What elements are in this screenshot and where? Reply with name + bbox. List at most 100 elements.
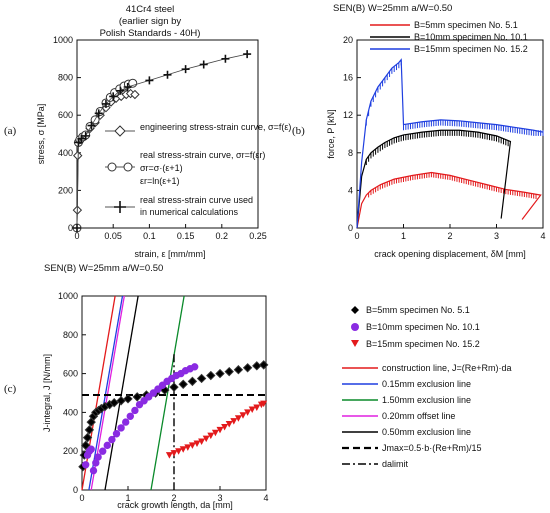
y-tick-label: 200: [58, 185, 73, 195]
y-tick-label: 4: [348, 185, 353, 195]
data-point-c-triangle: [248, 406, 256, 413]
data-point-c-triangle: [244, 409, 252, 416]
data-point-c-circle: [117, 424, 125, 432]
x-tick-label: 3: [217, 493, 222, 503]
data-point-c-triangle: [188, 442, 196, 449]
data-point-c-diamond: [109, 397, 119, 408]
data-point-a-plus: [73, 224, 81, 232]
data-point-c-circle: [81, 461, 90, 469]
data-point-c-circle: [140, 397, 148, 405]
legend-c-line-label-5: 0.50mm exclusion line: [382, 427, 471, 437]
x-tick-label: 4: [263, 493, 268, 503]
y-tick-label: 12: [343, 110, 353, 120]
legend-c-diamond-icon: [351, 306, 359, 314]
chart-b-xlabel: crack opening displacement, δM [mm]: [374, 249, 526, 259]
chart-a-ylabel: stress, σ [MPa]: [36, 104, 46, 165]
data-point-c-circle: [94, 453, 102, 461]
chart-a-xlabel: strain, ε [mm/mm]: [134, 249, 205, 259]
y-tick-label: 0: [348, 223, 353, 233]
data-point-c-diamond: [116, 396, 126, 406]
data-point-a-plus: [109, 92, 118, 101]
legend-a-diamond-icon: [114, 125, 126, 137]
data-point-c-diamond: [82, 432, 93, 443]
data-point-c-circle: [135, 400, 144, 409]
x-tick-label: 1: [401, 231, 406, 241]
data-point-c-diamond: [233, 365, 244, 375]
data-point-c-diamond: [258, 360, 269, 370]
data-point-a-plus: [87, 121, 96, 130]
data-point-c-triangle: [170, 450, 178, 457]
data-point-c-circle: [126, 412, 135, 420]
x-tick-label: 4: [540, 231, 545, 241]
y-tick-label: 0: [73, 485, 78, 495]
data-point-a-plus: [181, 65, 190, 74]
data-point-c-circle: [122, 418, 130, 426]
data-point-a-diamond: [73, 150, 83, 161]
data-point-c-circle: [89, 466, 98, 475]
data-point-c-circle: [149, 389, 158, 397]
data-point-a-plus: [199, 60, 208, 69]
panel-label-b: (b): [292, 125, 305, 137]
series-line-a-3: [76, 53, 248, 229]
panel-label-a: (a): [4, 125, 17, 137]
legend-b-label-2: B=10mm specimen No. 10.1: [414, 32, 528, 42]
chart-c-ticks: 0 1 2 3 4 0 200 400 600 800 1000: [58, 291, 269, 503]
data-point-c-diamond: [123, 394, 133, 404]
y-tick-label: 600: [58, 110, 73, 120]
data-point-c-circle: [131, 406, 139, 415]
y-tick-label: 0: [68, 223, 73, 233]
x-tick-label: 2: [171, 493, 176, 503]
data-point-c-triangle: [165, 452, 173, 459]
data-point-a-diamond: [130, 89, 140, 100]
legend-c-line-label-2: 0.15mm exclusion line: [382, 379, 471, 389]
data-point-c-diamond: [84, 425, 95, 435]
panel-label-c: (c): [4, 383, 17, 395]
x-tick-label: 0.05: [104, 231, 122, 241]
legend-a-label-4: εr=ln(ε+1): [140, 176, 180, 186]
chart-b-ylabel: force, P [kN]: [326, 109, 336, 158]
y-tick-label: 1000: [53, 35, 73, 45]
legend-a-label-5b: in numerical calculations: [140, 207, 239, 217]
data-point-c-diamond: [252, 361, 262, 371]
legend-c-line-label-6: Jmax=0.5·b·(Re+Rm)/15: [382, 443, 482, 453]
chart-a-marks: [72, 50, 252, 233]
legend-c-triangle-icon: [351, 340, 359, 347]
data-point-c-triangle: [221, 423, 229, 431]
data-point-a-plus: [243, 50, 252, 59]
data-point-c-circle: [145, 393, 153, 401]
data-point-a-plus: [116, 86, 125, 95]
data-point-c-circle: [87, 445, 95, 453]
data-point-c-triangle: [211, 429, 219, 437]
chart-c-marks: [78, 295, 269, 491]
force-curve-3: [356, 58, 544, 229]
data-point-a-plus: [77, 134, 86, 143]
data-point-c-diamond: [178, 379, 188, 389]
legend-a-label-5a: real stress-strain curve used: [140, 195, 253, 205]
legend-a-circle-icon-2: [123, 162, 133, 172]
legend-a-circle-icon: [107, 162, 117, 172]
data-point-c-triangle: [207, 432, 215, 440]
y-tick-label: 600: [63, 369, 78, 379]
y-tick-label: 1000: [58, 291, 78, 301]
data-point-a-plus: [123, 83, 132, 91]
data-point-c-triangle: [216, 426, 224, 434]
data-point-c-diamond: [224, 366, 234, 377]
x-tick-label: 0.25: [249, 231, 267, 241]
legend-c-marker-label-2: B=10mm specimen No. 10.1: [366, 322, 480, 332]
chart-b-marks: [356, 58, 544, 229]
x-tick-label: 0: [354, 231, 359, 241]
data-point-c-circle: [103, 441, 112, 450]
legend-a-label-3: σr=σ·(ε+1): [140, 163, 183, 173]
chart-b-title: SEN(B) W=25mm a/W=0.50: [333, 3, 452, 14]
data-point-a-plus: [163, 70, 172, 79]
y-tick-label: 8: [348, 148, 353, 158]
chart-c-xlabel: crack growth length, da [mm]: [117, 500, 233, 510]
x-tick-label: 0: [74, 231, 79, 241]
data-point-c-triangle: [175, 448, 183, 455]
x-tick-label: 2: [447, 231, 452, 241]
data-point-c-circle: [108, 435, 116, 444]
data-point-c-diamond: [242, 363, 253, 373]
data-point-c-diamond: [187, 376, 198, 387]
data-point-c-diamond: [206, 370, 216, 381]
